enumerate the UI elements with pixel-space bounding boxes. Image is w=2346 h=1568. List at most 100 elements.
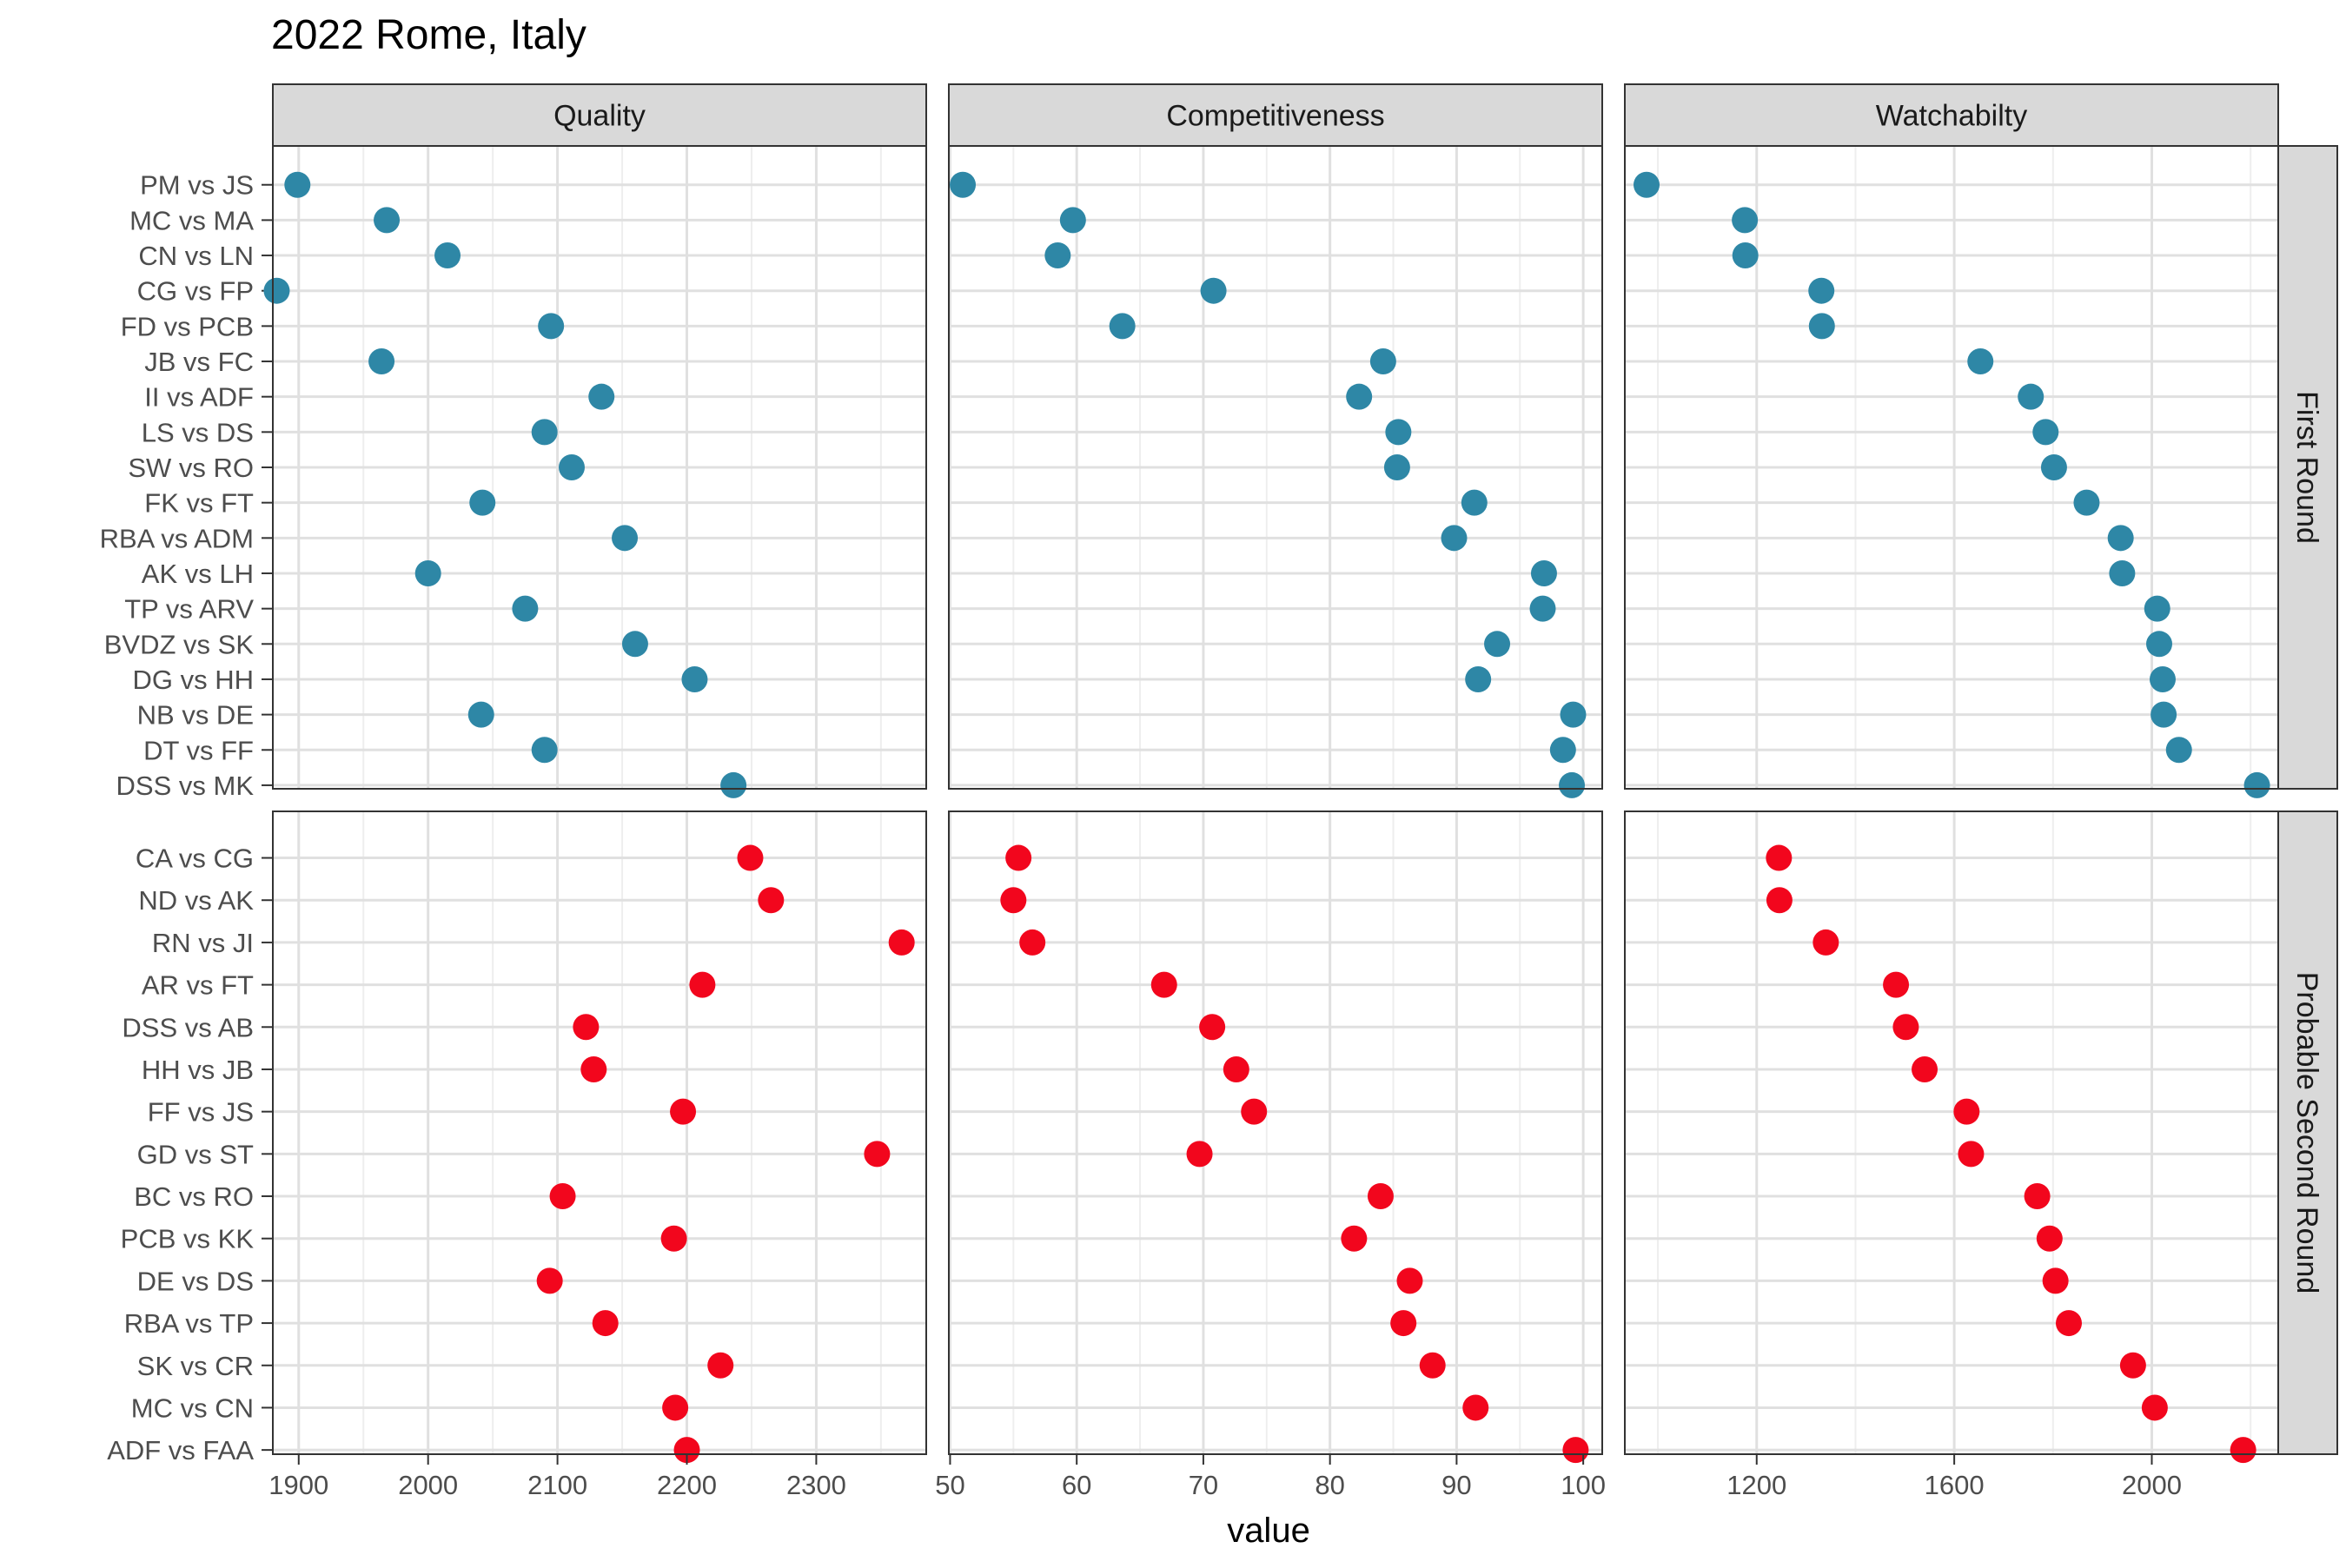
data-point-fd-vs-pcb-watchabilty <box>1808 313 1835 340</box>
data-point-dss-vs-mk-competitiveness <box>1559 771 1586 798</box>
data-point-dss-vs-mk-watchabilty <box>2243 771 2270 798</box>
x-tick-label: 90 <box>1441 1470 1471 1500</box>
panel-border <box>948 145 1603 790</box>
data-point-ii-vs-adf-quality <box>588 383 615 410</box>
panel-border <box>948 810 1603 1455</box>
data-point-hh-vs-jb-quality <box>580 1055 607 1082</box>
data-point-bvdz-vs-sk-quality <box>621 631 648 658</box>
data-point-fk-vs-ft-watchabilty <box>2073 489 2100 516</box>
data-point-ii-vs-adf-competitiveness <box>1346 383 1373 410</box>
data-point-ca-vs-cg-quality <box>737 844 764 871</box>
y-tick-label: JB vs FC <box>144 347 254 377</box>
data-point-pm-vs-js-watchabilty <box>1634 171 1660 198</box>
data-point-mc-vs-cn-watchabilty <box>2141 1394 2168 1421</box>
x-tick-label: 70 <box>1189 1470 1218 1500</box>
data-point-fk-vs-ft-competitiveness <box>1461 489 1488 516</box>
x-tick-label: 1200 <box>1726 1470 1786 1500</box>
y-tick-label: FF vs JS <box>148 1097 254 1128</box>
y-tick-label: CG vs FP <box>137 276 254 307</box>
facet-strip-first-round <box>2277 145 2338 790</box>
data-point-adf-vs-faa-quality <box>673 1437 700 1464</box>
data-point-bvdz-vs-sk-competitiveness <box>1484 631 1511 658</box>
y-tick-label: DT vs FF <box>143 735 254 765</box>
y-tick-label: DSS vs MK <box>116 771 255 801</box>
y-tick-label: RBA vs ADM <box>100 523 254 553</box>
data-point-ak-vs-lh-quality <box>414 559 441 586</box>
y-tick-label: BVDZ vs SK <box>104 629 255 659</box>
panel-border <box>1624 145 2279 790</box>
data-point-ff-vs-js-competitiveness <box>1241 1098 1268 1125</box>
x-tick-label: 2100 <box>527 1470 587 1500</box>
y-tick-label: DSS vs AB <box>122 1012 254 1042</box>
y-tick-label: ND vs AK <box>138 885 254 916</box>
data-point-ak-vs-lh-competitiveness <box>1530 559 1557 586</box>
data-point-bc-vs-ro-competitiveness <box>1367 1183 1394 1210</box>
y-tick-label: FK vs FT <box>144 488 254 519</box>
facet-strip-quality <box>272 83 927 147</box>
y-tick-label: PM vs JS <box>140 170 254 201</box>
y-tick-label: II vs ADF <box>144 382 254 413</box>
data-point-hh-vs-jb-competitiveness <box>1223 1055 1249 1082</box>
data-point-cn-vs-ln-watchabilty <box>1732 242 1759 269</box>
data-point-sk-vs-cr-quality <box>707 1352 734 1379</box>
data-point-bc-vs-ro-watchabilty <box>2024 1183 2051 1210</box>
facet-label-probable-second-round: Probable Second Round <box>2290 972 2323 1294</box>
data-point-nd-vs-ak-competitiveness <box>1000 887 1027 914</box>
data-point-rn-vs-ji-competitiveness <box>1019 929 1046 956</box>
x-tick-label: 2200 <box>657 1470 717 1500</box>
data-point-dt-vs-ff-competitiveness <box>1549 737 1576 764</box>
panel-probable-second-round-watchabilty: 1200 1600 2000 <box>1624 810 2279 1500</box>
data-point-nb-vs-de-quality <box>467 701 494 728</box>
data-point-dss-vs-ab-quality <box>573 1014 600 1041</box>
data-point-rba-vs-adm-quality <box>612 525 639 552</box>
panel-probable-second-round-quality: 1900 2000 2100 2200 2300 <box>268 810 927 1500</box>
data-point-ff-vs-js-watchabilty <box>1953 1098 1980 1125</box>
data-point-ls-vs-ds-competitiveness <box>1385 419 1412 446</box>
plot-layer: Quality Competitiveness Watchabilty First R… <box>100 83 2338 1500</box>
x-tick-label: 2300 <box>786 1470 846 1500</box>
data-point-dt-vs-ff-quality <box>531 737 558 764</box>
data-point-rn-vs-ji-watchabilty <box>1813 929 1839 956</box>
data-point-rba-vs-adm-watchabilty <box>2107 525 2134 552</box>
chart-title: 2022 Rome, Italy <box>271 12 586 58</box>
data-point-cg-vs-fp-quality <box>263 277 290 304</box>
data-point-de-vs-ds-competitiveness <box>1396 1267 1423 1294</box>
data-point-nb-vs-de-watchabilty <box>2150 701 2177 728</box>
data-point-mc-vs-cn-quality <box>662 1394 689 1421</box>
data-point-rba-vs-tp-competitiveness <box>1390 1310 1417 1337</box>
panel-first-round-competitiveness <box>948 145 1603 798</box>
data-point-rba-vs-tp-quality <box>592 1310 619 1337</box>
data-point-hh-vs-jb-watchabilty <box>1912 1055 1938 1082</box>
data-point-pcb-vs-kk-competitiveness <box>1341 1225 1368 1252</box>
y-tick-label: NB vs DE <box>137 700 254 731</box>
y-tick-label: SW vs RO <box>128 453 254 483</box>
panel-border <box>1624 810 2279 1455</box>
data-point-ca-vs-cg-watchabilty <box>1766 844 1793 871</box>
data-point-rba-vs-tp-watchabilty <box>2055 1310 2082 1337</box>
data-point-dss-vs-ab-competitiveness <box>1199 1014 1226 1041</box>
data-point-sk-vs-cr-watchabilty <box>2119 1352 2146 1379</box>
data-point-jb-vs-fc-quality <box>368 348 395 375</box>
data-point-bvdz-vs-sk-watchabilty <box>2146 631 2173 658</box>
y-tick-label: DG vs HH <box>133 665 255 695</box>
data-point-jb-vs-fc-competitiveness <box>1369 348 1396 375</box>
data-point-tp-vs-arv-watchabilty <box>2144 595 2170 622</box>
data-point-pm-vs-js-competitiveness <box>950 171 977 198</box>
y-tick-label: AK vs LH <box>142 559 254 589</box>
data-point-mc-vs-ma-watchabilty <box>1732 207 1759 234</box>
data-point-dg-vs-hh-quality <box>681 665 708 692</box>
data-point-tp-vs-arv-competitiveness <box>1529 595 1556 622</box>
y-tick-label: ADF vs FAA <box>107 1435 254 1465</box>
x-tick-label: 2000 <box>2122 1470 2182 1500</box>
x-tick-label: 1900 <box>268 1470 328 1500</box>
data-point-cg-vs-fp-watchabilty <box>1808 277 1835 304</box>
data-point-ls-vs-ds-watchabilty <box>2032 419 2059 446</box>
data-point-rba-vs-adm-competitiveness <box>1441 525 1468 552</box>
data-point-ii-vs-adf-watchabilty <box>2018 383 2044 410</box>
panel-border <box>272 810 927 1455</box>
y-tick-label: RN vs JI <box>152 928 254 958</box>
data-point-sw-vs-ro-competitiveness <box>1383 454 1410 480</box>
y-tick-label: DE vs DS <box>137 1266 254 1296</box>
